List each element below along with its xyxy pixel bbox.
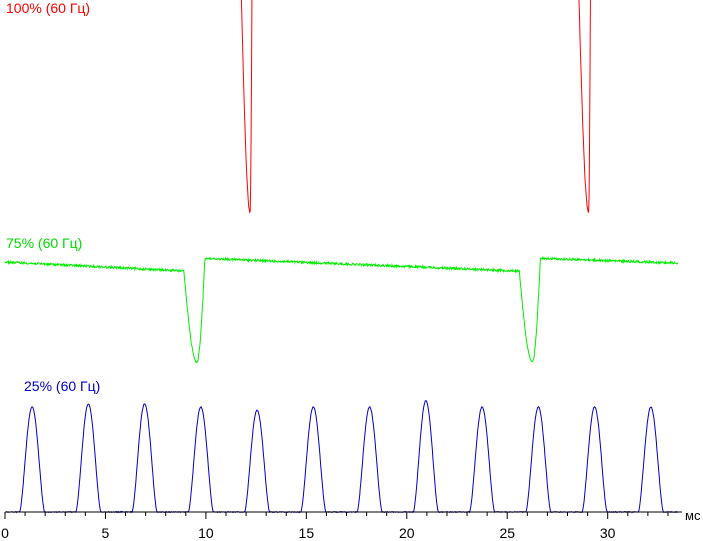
x-tick-label: 10 (198, 525, 214, 541)
series-label-25: 25% (60 Гц) (24, 378, 100, 394)
x-unit-label: мс (685, 508, 701, 523)
x-tick-label: 15 (299, 525, 315, 541)
series-line-1 (4, 255, 679, 363)
series-layer (4, 0, 679, 514)
series-label-75: 75% (60 Гц) (6, 235, 82, 251)
x-tick-label: 20 (399, 525, 415, 541)
x-axis: 0 5 10 15 20 25 30 мс (1, 508, 701, 541)
x-tick-label: 5 (102, 525, 110, 541)
x-tick-label: 0 (1, 525, 9, 541)
series-label-100: 100% (60 Гц) (6, 0, 90, 16)
series-line-2 (5, 399, 679, 514)
series-line-0 (240, 0, 591, 214)
series-labels: 100% (60 Гц) 75% (60 Гц) 25% (60 Гц) (6, 0, 100, 394)
x-tick-label: 25 (499, 525, 515, 541)
x-tick-label: 30 (600, 525, 616, 541)
